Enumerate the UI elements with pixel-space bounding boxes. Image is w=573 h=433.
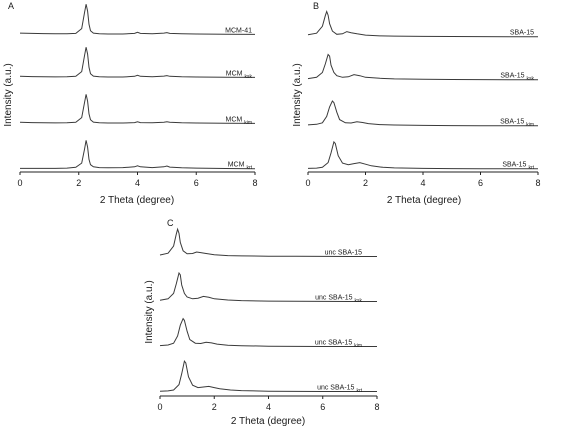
series-label: unc SBA-15 ksk xyxy=(315,295,362,305)
x-tick-label: 4 xyxy=(135,178,140,188)
x-tick-label: 8 xyxy=(252,178,257,188)
x-axis-label: 2 Theta (degree) xyxy=(387,195,461,206)
series-label: SBA-15 ksk xyxy=(500,73,534,83)
series-label: SBA-15 xyxy=(510,30,534,37)
x-ticks: 0 2 4 6 8 xyxy=(17,172,258,188)
x-tick-label: 4 xyxy=(420,178,425,188)
x-ticks: 0 2 4 6 8 xyxy=(157,396,380,412)
panel-label: A xyxy=(8,1,14,11)
series-label: unc SBA-15 xyxy=(325,250,362,257)
series-label: SBA-15 kim xyxy=(500,119,534,129)
panel-a: A MCM-41 MCM ksk MCM kim MCM krt 0 2 4 6 8 2 Theta… xyxy=(3,1,258,206)
y-axis-label: Intensity (a.u.) xyxy=(292,63,303,126)
series-trace xyxy=(307,100,538,127)
x-axis-label: 2 Theta (degree) xyxy=(231,416,305,427)
x-tick-label: 0 xyxy=(157,402,162,412)
series-trace xyxy=(159,360,377,392)
series-trace xyxy=(19,94,256,124)
series-label: unc SBA-15 kim xyxy=(315,340,362,350)
panel-label: C xyxy=(167,218,174,228)
x-tick-label: 2 xyxy=(76,178,81,188)
x-tick-label: 2 xyxy=(363,178,368,188)
x-tick-label: 6 xyxy=(478,178,483,188)
series-trace xyxy=(307,140,538,170)
series-trace xyxy=(19,4,256,35)
series-traces xyxy=(307,10,538,170)
series-traces xyxy=(19,4,256,170)
series-labels: unc SBA-15 unc SBA-15 ksk unc SBA-15 kim unc … xyxy=(315,250,363,395)
x-ticks: 0 2 4 6 8 xyxy=(305,172,541,188)
series-label: unc SBA-15 krt xyxy=(317,385,363,395)
x-tick-label: 2 xyxy=(212,402,217,412)
y-axis-label: Intensity (a.u.) xyxy=(3,63,14,126)
x-tick-label: 8 xyxy=(535,178,540,188)
series-trace xyxy=(307,10,538,38)
series-trace xyxy=(20,140,256,170)
series-label: MCM ksk xyxy=(226,70,253,80)
series-label: MCM krt xyxy=(228,162,253,172)
x-tick-label: 8 xyxy=(374,402,379,412)
x-tick-label: 6 xyxy=(194,178,199,188)
series-labels: SBA-15 SBA-15 ksk SBA-15 kim SBA-15 krt xyxy=(500,30,535,172)
y-axis-label: Intensity (a.u.) xyxy=(144,280,155,343)
panel-b: B SBA-15 SBA-15 ksk SBA-15 kim SBA-15 krt 0 2 4 6… xyxy=(292,1,541,206)
series-label: MCM kim xyxy=(226,116,253,126)
series-trace xyxy=(307,53,538,81)
series-trace xyxy=(159,271,377,302)
series-labels: MCM-41 MCM ksk MCM kim MCM krt xyxy=(225,27,252,171)
x-tick-label: 0 xyxy=(17,178,22,188)
series-trace xyxy=(159,227,377,257)
x-tick-label: 0 xyxy=(305,178,310,188)
x-tick-label: 4 xyxy=(266,402,271,412)
series-label: MCM-41 xyxy=(225,27,252,34)
x-axis-label: 2 Theta (degree) xyxy=(100,195,174,206)
x-tick-label: 6 xyxy=(320,402,325,412)
panel-label: B xyxy=(313,1,319,11)
series-traces xyxy=(159,227,377,392)
series-trace xyxy=(159,317,377,347)
series-label: SBA-15 krt xyxy=(502,162,534,172)
series-trace xyxy=(19,47,256,78)
